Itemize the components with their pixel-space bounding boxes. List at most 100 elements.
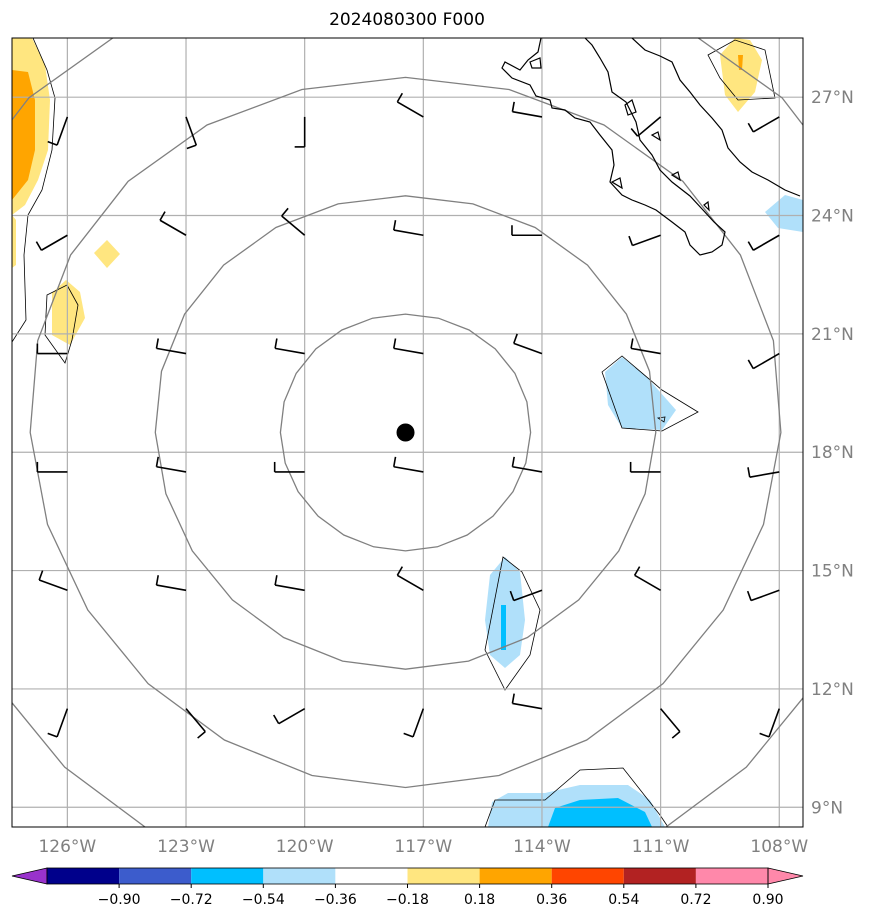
wind-barb (35, 234, 68, 251)
anomaly-negative-area (605, 357, 676, 430)
colorbar-tick-label: −0.90 (98, 892, 141, 908)
island (610, 177, 623, 190)
anomaly-positive-area (52, 280, 85, 345)
anomaly-negative-area (765, 195, 803, 232)
contour-line (484, 767, 669, 827)
wind-barb (660, 708, 681, 739)
colorbar-tick-label: −0.54 (242, 892, 285, 908)
wind-barb (509, 589, 543, 602)
longitude-tick-label: 114°W (513, 837, 571, 857)
colorbar-segment (191, 868, 264, 884)
wind-barb (392, 220, 424, 237)
wind-barb (396, 566, 424, 591)
wind-barb (511, 456, 543, 473)
coastline (501, 38, 801, 256)
wind-barb (630, 116, 662, 137)
contour-line (484, 556, 541, 691)
colorbar (11, 867, 804, 885)
contour-lines (12, 38, 776, 827)
contour-line (601, 355, 699, 432)
wind-barb (36, 343, 68, 355)
wind-barb (155, 456, 187, 473)
wind-barb (511, 693, 543, 710)
wind-barb (396, 92, 424, 118)
wind-barb (747, 234, 780, 251)
colorbar-tick-label: −0.72 (170, 892, 213, 908)
coastline-mainland (631, 38, 801, 197)
wind-barb (281, 207, 306, 236)
wind-barb (511, 101, 543, 118)
anomaly-positive-core (12, 70, 35, 200)
colorbar-over-arrow (767, 867, 804, 885)
colorbar-segment (479, 868, 552, 884)
latitude-tick-label: 18°N (811, 443, 854, 463)
longitude-tick-label: 123°W (157, 837, 215, 857)
island (529, 57, 542, 69)
longitude-tick-label: 117°W (394, 837, 452, 857)
colorbar-under-arrow (11, 867, 48, 885)
anomaly-negative-core (548, 798, 652, 827)
range-ring (154, 195, 657, 670)
gridlines (12, 38, 803, 827)
wind-barb (159, 211, 187, 236)
anomaly-negative-core (501, 605, 506, 650)
colorbar-tick-label: 0.90 (752, 892, 783, 908)
island (670, 171, 681, 182)
wind-barb (47, 116, 69, 146)
wind-barb (392, 456, 424, 473)
wind-barb (36, 461, 68, 473)
anomaly-positive-area (12, 215, 16, 268)
anomaly-positive-core (738, 55, 743, 70)
map-title: 2024080300 F000 (329, 10, 485, 30)
contour-line (12, 38, 56, 343)
map-frame (11, 37, 804, 828)
wind-barb (294, 116, 306, 148)
wind-barb (747, 352, 780, 370)
colorbar-tick-labels: −0.90 −0.72 −0.54 −0.36 −0.18 0.18 0.36 0.54 0.7… (98, 884, 784, 908)
wind-barb (633, 566, 662, 591)
wind-barb (513, 333, 543, 355)
wind-barb (747, 467, 780, 478)
colorbar-segment (551, 868, 624, 884)
wind-barb (47, 708, 69, 738)
wind-barb (272, 707, 306, 725)
wind-barb (274, 338, 305, 355)
anomaly-positive-area (94, 240, 120, 268)
wind-barb (38, 570, 68, 592)
latitude-tick-label: 12°N (811, 680, 854, 700)
island (703, 200, 710, 212)
wind-barb (403, 708, 425, 738)
longitude-tick-label: 126°W (38, 837, 96, 857)
wind-barb (511, 225, 542, 237)
wind-barbs (35, 92, 781, 739)
coastline-baja-west (501, 38, 726, 256)
contour-line (707, 39, 776, 101)
wind-barb (746, 589, 780, 602)
colorbar-segment (263, 868, 336, 884)
range-ring (29, 76, 782, 789)
island (650, 131, 661, 142)
colorbar-tick-label: −0.36 (314, 892, 357, 908)
colorbar-tick-label: 0.72 (680, 892, 711, 908)
wind-barb (155, 338, 187, 355)
wind-barb (630, 338, 661, 355)
anomaly-fill-layer (12, 38, 803, 827)
longitude-labels: 126°W 123°W 120°W 117°W 114°W 111°W 108°W (38, 837, 808, 857)
wind-barb (392, 338, 424, 355)
latitude-labels: 9°N 12°N 15°N 18°N 21°N 24°N 27°N (811, 88, 854, 818)
colorbar-tick-label: 0.36 (536, 892, 567, 908)
colorbar-segment (695, 868, 768, 884)
longitude-tick-label: 120°W (276, 837, 334, 857)
wind-barb (759, 708, 781, 738)
island (624, 99, 637, 116)
wind-barb (185, 116, 198, 150)
wind-barb (273, 461, 305, 473)
colorbar-tick-label: 0.18 (464, 892, 495, 908)
anomaly-positive-area (720, 38, 762, 112)
wind-barb (274, 575, 305, 592)
longitude-tick-label: 108°W (750, 837, 808, 857)
latitude-tick-label: 9°N (811, 798, 843, 818)
longitude-tick-label: 111°W (632, 837, 690, 857)
